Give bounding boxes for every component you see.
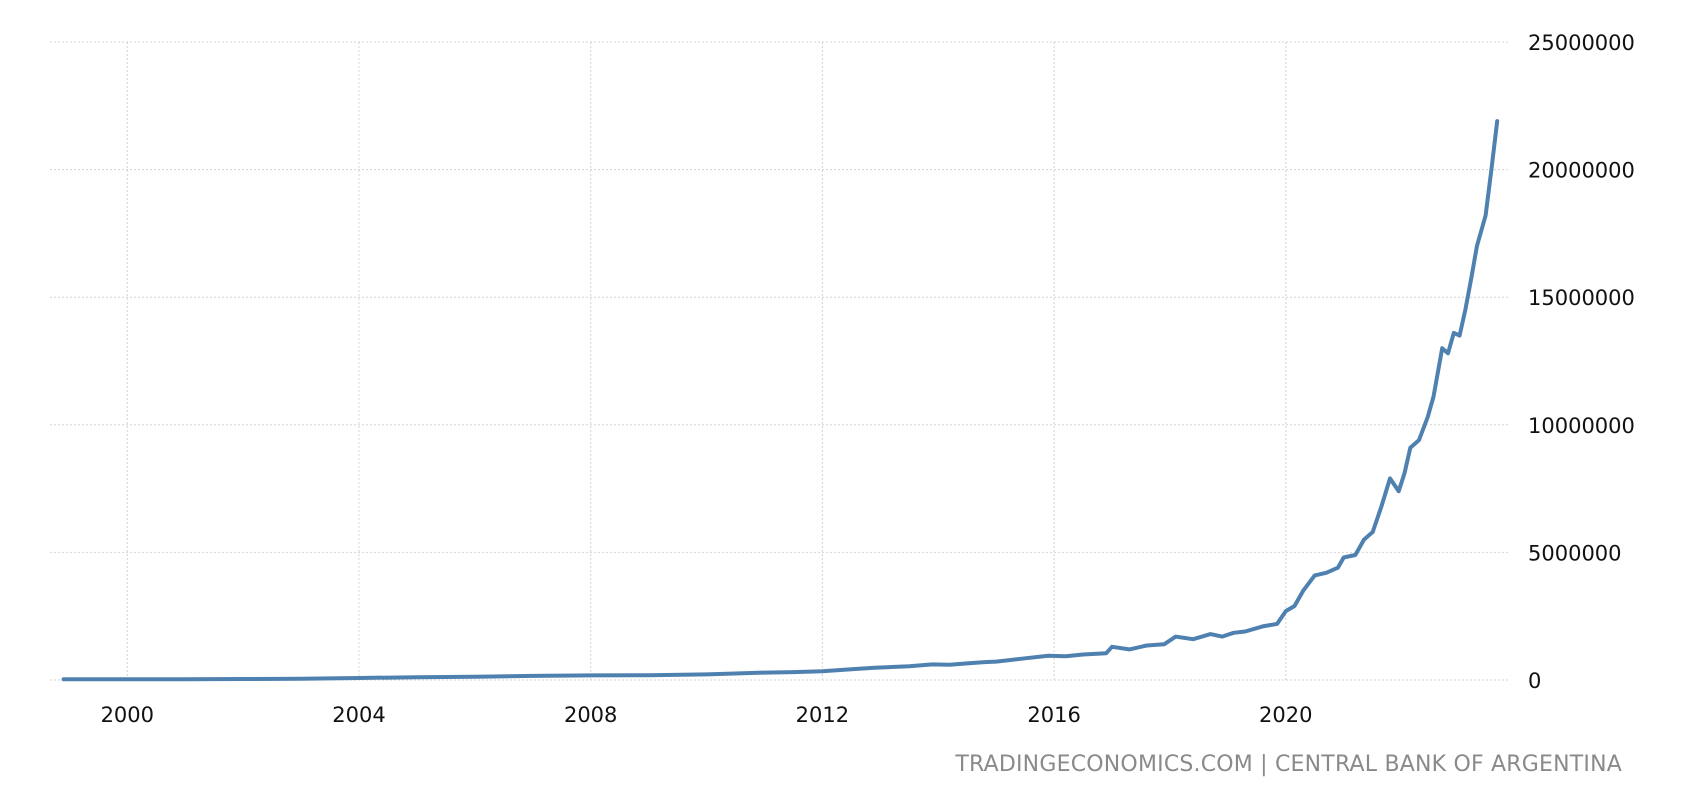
x-tick-label: 2000 xyxy=(101,703,154,727)
vertical-gridlines xyxy=(126,42,1287,680)
y-tick-label: 15000000 xyxy=(1528,286,1635,310)
x-tick-label: 2016 xyxy=(1027,703,1080,727)
x-tick-label: 2020 xyxy=(1259,703,1312,727)
x-axis-ticks: 2000 2004 2008 2012 2016 2020 xyxy=(101,703,1313,727)
horizontal-gridlines xyxy=(50,41,1510,681)
x-tick-label: 2004 xyxy=(332,703,385,727)
y-tick-label: 0 xyxy=(1528,669,1541,693)
y-tick-label: 25000000 xyxy=(1528,31,1635,55)
source-attribution: TRADINGECONOMICS.COM | CENTRAL BANK OF A… xyxy=(955,752,1622,777)
y-tick-label: 20000000 xyxy=(1528,159,1635,183)
series-line xyxy=(61,119,1500,682)
y-axis-ticks: 0 5000000 10000000 15000000 20000000 25000000 xyxy=(1528,31,1635,693)
series-layer xyxy=(61,119,1500,682)
x-tick-label: 2008 xyxy=(564,703,617,727)
y-tick-label: 10000000 xyxy=(1528,414,1635,438)
x-tick-label: 2012 xyxy=(796,703,849,727)
y-tick-label: 5000000 xyxy=(1528,541,1622,565)
